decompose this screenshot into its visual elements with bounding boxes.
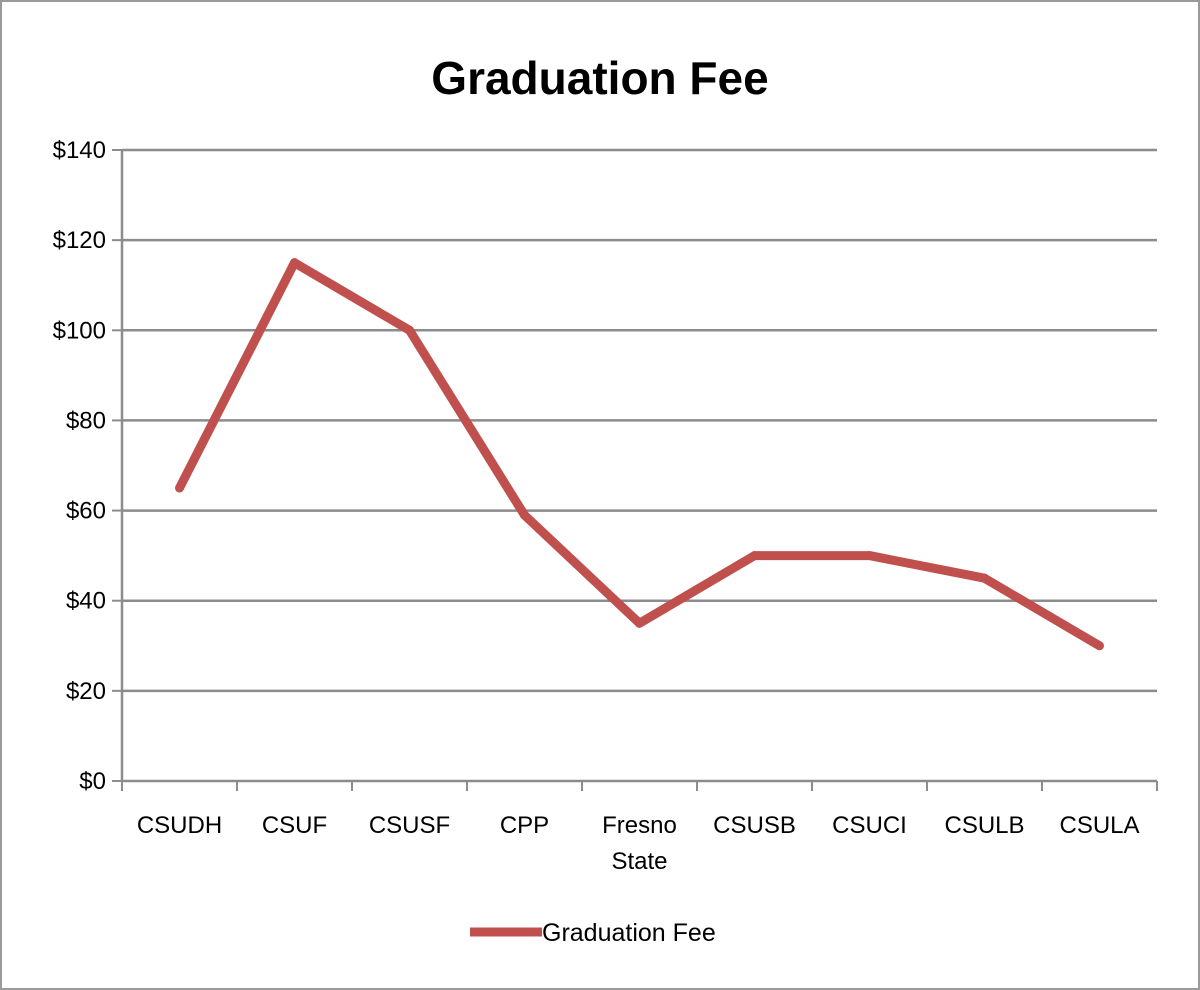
axes: [112, 149, 1158, 791]
x-tick-label: CSULA: [1059, 812, 1139, 839]
series-lines: [175, 258, 1104, 651]
x-tick-label: CSUDH: [137, 812, 222, 839]
y-tick-label: $40: [66, 588, 106, 615]
gridlines: [122, 148, 1157, 693]
y-tick-label: $80: [66, 407, 106, 434]
y-tick-label: $60: [66, 498, 106, 525]
data-point: [635, 618, 644, 628]
y-tick-label: $100: [53, 317, 106, 344]
legend-label: Graduation Fee: [542, 919, 716, 947]
data-point: [865, 551, 874, 561]
data-point: [1095, 641, 1104, 651]
x-tick-label: CSUCI: [832, 812, 907, 839]
series-line: [175, 258, 1102, 650]
data-point: [520, 510, 529, 520]
x-tick-label: Fresno State: [602, 812, 677, 875]
y-axis-tick-labels: $0 $20 $40 $60 $80 $100 $120 $140: [53, 137, 106, 795]
x-tick-label: CPP: [500, 812, 549, 839]
y-tick-label: $120: [53, 227, 106, 254]
y-tick-label: $0: [79, 768, 106, 795]
data-point: [290, 258, 299, 268]
chart-title: Graduation Fee: [431, 52, 768, 104]
x-tick-label: CSULB: [944, 812, 1024, 839]
x-tick-label: CSUF: [262, 812, 327, 839]
data-point: [405, 325, 414, 335]
x-axis-tick-labels: CSUDH CSUF CSUSF CPP Fresno State CSUSB CSUCI CS…: [137, 812, 1140, 875]
data-point: [175, 483, 184, 493]
legend: Graduation Fee: [470, 919, 716, 947]
data-point: [750, 551, 759, 561]
x-tick-label: CSUSB: [713, 812, 796, 839]
data-point: [980, 573, 989, 583]
y-tick-label: $20: [66, 678, 106, 705]
y-tick-label: $140: [53, 137, 106, 164]
x-tick-label: CSUSF: [369, 812, 450, 839]
